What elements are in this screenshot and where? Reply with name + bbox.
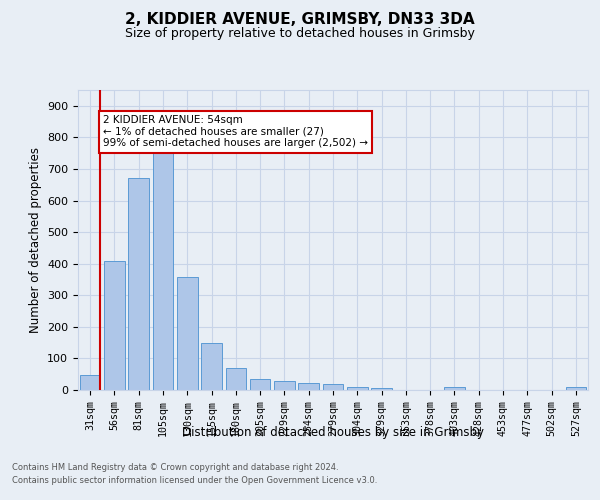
Text: Size of property relative to detached houses in Grimsby: Size of property relative to detached ho… (125, 28, 475, 40)
Bar (80, 375, 100, 390)
Text: Contains public sector information licensed under the Open Government Licence v3: Contains public sector information licen… (12, 476, 377, 485)
Bar (444, 388, 465, 390)
Bar (371, 388, 392, 390)
Bar (128, 178, 149, 390)
Bar (177, 277, 197, 390)
Bar (323, 384, 343, 390)
Bar (226, 368, 246, 390)
Bar (152, 153, 173, 390)
Text: 2 KIDDIER AVENUE: 54sqm
← 1% of detached houses are smaller (27)
99% of semi-det: 2 KIDDIER AVENUE: 54sqm ← 1% of detached… (103, 116, 368, 148)
Bar (566, 388, 586, 390)
Text: 2, KIDDIER AVENUE, GRIMSBY, DN33 3DA: 2, KIDDIER AVENUE, GRIMSBY, DN33 3DA (125, 12, 475, 28)
Text: Distribution of detached houses by size in Grimsby: Distribution of detached houses by size … (182, 426, 484, 439)
Bar (250, 379, 271, 390)
Text: Contains HM Land Registry data © Crown copyright and database right 2024.: Contains HM Land Registry data © Crown c… (12, 464, 338, 472)
Y-axis label: Number of detached properties: Number of detached properties (29, 147, 41, 333)
Bar (201, 342, 222, 390)
Bar (347, 388, 368, 390)
Bar (274, 381, 295, 390)
Bar (104, 260, 125, 390)
Bar (298, 383, 319, 390)
